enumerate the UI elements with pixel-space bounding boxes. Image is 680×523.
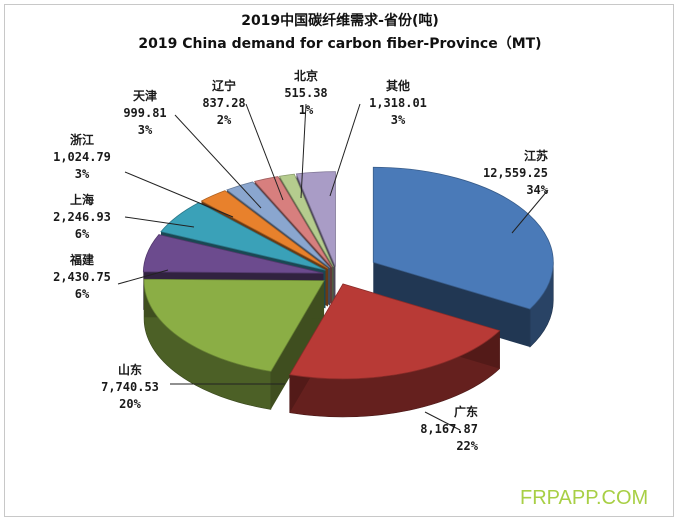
slice-liaoning bbox=[253, 176, 333, 268]
leader-line-other bbox=[329, 103, 361, 197]
label-percent-guangdong: 22% bbox=[456, 439, 478, 453]
leader-line-jiangsu bbox=[511, 189, 549, 234]
label-name-beijing: 北京 bbox=[294, 68, 318, 83]
slice-fujian bbox=[142, 234, 324, 274]
leader-line-guangdong bbox=[424, 411, 461, 431]
label-percent-zhejiang: 3% bbox=[75, 167, 90, 181]
label-value-liaoning: 837.28 bbox=[202, 96, 245, 110]
label-value-shandong: 7,740.53 bbox=[101, 380, 159, 394]
slice-tianjin bbox=[226, 181, 331, 269]
label-percent-shandong: 20% bbox=[119, 397, 141, 411]
label-name-jiangsu: 江苏 bbox=[524, 148, 548, 163]
label-value-zhejiang: 1,024.79 bbox=[53, 150, 111, 164]
label-value-jiangsu: 12,559.25 bbox=[483, 166, 548, 180]
label-name-zhejiang: 浙江 bbox=[70, 132, 94, 147]
leader-line-liaoning bbox=[245, 103, 284, 201]
slice-cut-jiangsu bbox=[373, 262, 530, 348]
label-name-guangdong: 广东 bbox=[454, 404, 478, 419]
label-value-tianjin: 999.81 bbox=[123, 106, 166, 120]
watermark: FRPAPP.COM bbox=[520, 487, 649, 509]
label-name-tianjin: 天津 bbox=[133, 88, 157, 103]
chart-frame bbox=[4, 4, 674, 517]
pie-labels: 江苏 12,559.25 34% 广东 8,167.87 22% 山东 7,740.53 20%… bbox=[53, 68, 549, 453]
chart-subtitle: 2019 China demand for carbon fiber-Provi… bbox=[138, 36, 542, 52]
label-name-liaoning: 辽宁 bbox=[212, 78, 236, 93]
slice-other bbox=[295, 171, 336, 267]
label-percent-tianjin: 3% bbox=[138, 123, 153, 137]
pie-tops bbox=[142, 166, 554, 380]
slice-jiangsu bbox=[372, 166, 554, 310]
slice-shandong bbox=[143, 278, 325, 372]
label-value-shanghai: 2,246.93 bbox=[53, 210, 111, 224]
label-percent-other: 3% bbox=[391, 113, 406, 127]
leader-line-zhejiang bbox=[124, 171, 234, 218]
label-value-guangdong: 8,167.87 bbox=[420, 422, 478, 436]
label-value-fujian: 2,430.75 bbox=[53, 270, 111, 284]
label-name-other: 其他 bbox=[386, 78, 410, 93]
leader-line-beijing bbox=[300, 103, 307, 199]
leader-line-fujian bbox=[117, 269, 169, 285]
chart-title: 2019中国碳纤维需求-省份(吨) bbox=[241, 13, 439, 29]
slice-beijing bbox=[278, 173, 334, 268]
label-name-shanghai: 上海 bbox=[70, 192, 94, 207]
label-value-beijing: 515.38 bbox=[284, 86, 327, 100]
label-name-fujian: 福建 bbox=[69, 252, 95, 267]
slice-zhejiang bbox=[200, 190, 329, 269]
label-name-shandong: 山东 bbox=[118, 362, 142, 377]
leader-line-tianjin bbox=[174, 114, 262, 209]
slice-guangdong bbox=[289, 283, 501, 380]
label-value-other: 1,318.01 bbox=[369, 96, 427, 110]
label-percent-jiangsu: 34% bbox=[526, 183, 548, 197]
label-percent-shanghai: 6% bbox=[75, 227, 90, 241]
label-percent-beijing: 1% bbox=[299, 103, 314, 117]
label-percent-liaoning: 2% bbox=[217, 113, 232, 127]
label-percent-fujian: 6% bbox=[75, 287, 90, 301]
leader-line-shanghai bbox=[124, 216, 195, 228]
